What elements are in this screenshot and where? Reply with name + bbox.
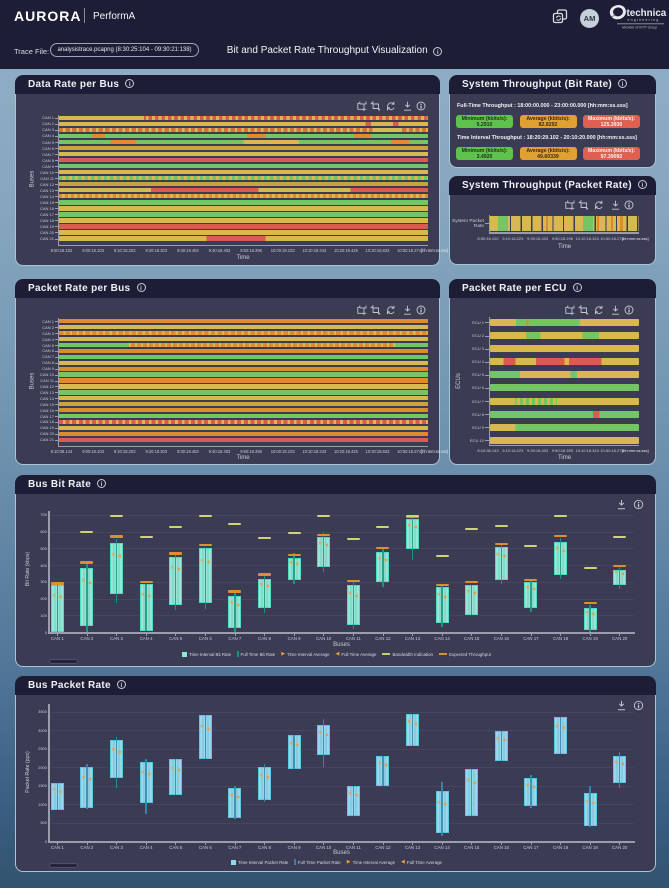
svg-text:Member of KPIT Group: Member of KPIT Group xyxy=(622,25,657,29)
svg-text:technica: technica xyxy=(627,8,667,19)
svg-text:engineering: engineering xyxy=(628,18,660,22)
